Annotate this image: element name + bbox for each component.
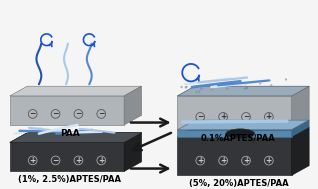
Text: +: +: [197, 156, 204, 165]
Circle shape: [245, 87, 248, 89]
Circle shape: [211, 88, 213, 90]
Polygon shape: [177, 86, 309, 96]
Circle shape: [285, 78, 287, 81]
Circle shape: [246, 87, 248, 89]
Polygon shape: [124, 133, 142, 171]
Polygon shape: [177, 137, 292, 175]
Circle shape: [244, 88, 246, 90]
Text: −: −: [98, 109, 104, 119]
Polygon shape: [124, 86, 142, 125]
Text: −: −: [30, 109, 36, 119]
Circle shape: [229, 83, 231, 86]
Circle shape: [185, 86, 188, 88]
Circle shape: [198, 91, 201, 93]
Circle shape: [212, 87, 214, 89]
Polygon shape: [10, 133, 142, 142]
Text: −: −: [243, 112, 249, 121]
Text: +: +: [266, 112, 272, 121]
Circle shape: [226, 87, 228, 90]
Circle shape: [180, 86, 183, 88]
Circle shape: [219, 83, 222, 85]
Circle shape: [195, 91, 198, 93]
Text: (1%, 2.5%)APTES/PAA: (1%, 2.5%)APTES/PAA: [18, 175, 121, 184]
Text: −: −: [52, 109, 59, 119]
Text: +: +: [243, 156, 249, 165]
Circle shape: [184, 86, 187, 89]
Polygon shape: [177, 120, 309, 130]
Polygon shape: [292, 120, 309, 137]
Polygon shape: [177, 96, 292, 130]
Circle shape: [200, 88, 203, 90]
Text: +: +: [220, 156, 226, 165]
Text: +: +: [220, 112, 226, 121]
Polygon shape: [177, 127, 309, 137]
Text: PAA: PAA: [60, 129, 80, 138]
Polygon shape: [10, 96, 124, 125]
Polygon shape: [177, 86, 309, 96]
Circle shape: [270, 84, 273, 87]
Polygon shape: [10, 133, 142, 142]
Text: −: −: [197, 112, 204, 121]
Polygon shape: [10, 86, 142, 96]
Polygon shape: [292, 127, 309, 175]
Text: −: −: [75, 109, 82, 119]
Text: −: −: [52, 156, 59, 165]
Ellipse shape: [226, 129, 255, 139]
Text: +: +: [98, 156, 104, 165]
Polygon shape: [292, 86, 309, 130]
Text: 0.1%APTES/PAA: 0.1%APTES/PAA: [201, 134, 276, 143]
Text: +: +: [266, 156, 272, 165]
Text: +: +: [75, 156, 81, 165]
Polygon shape: [177, 130, 292, 137]
Circle shape: [245, 82, 247, 85]
Text: +: +: [30, 156, 36, 165]
Circle shape: [259, 82, 261, 84]
Text: (5%, 20%)APTES/PAA: (5%, 20%)APTES/PAA: [189, 179, 288, 188]
Polygon shape: [10, 142, 124, 171]
